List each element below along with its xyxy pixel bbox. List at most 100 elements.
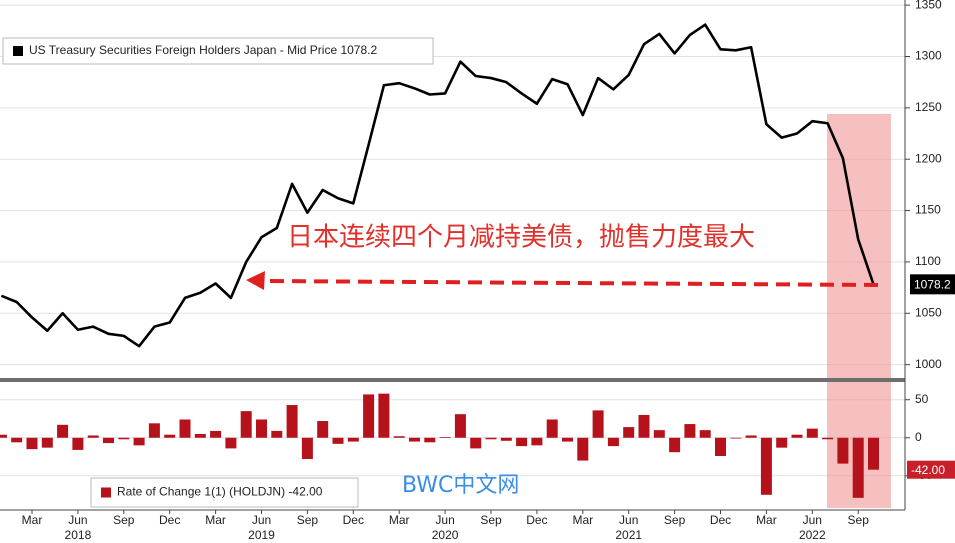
bar — [317, 421, 329, 438]
y-tick-label: 0 — [915, 430, 922, 444]
bar — [577, 437, 589, 461]
bar — [118, 437, 130, 440]
bar — [133, 437, 145, 446]
bar — [179, 419, 191, 438]
x-tick-label: Jun — [252, 513, 271, 527]
bar — [822, 437, 834, 440]
bar — [57, 424, 69, 438]
x-year-label: 2018 — [65, 528, 92, 542]
x-tick-label: Sep — [848, 513, 870, 527]
bar — [715, 437, 726, 457]
y-tick-label: 1350 — [915, 0, 942, 11]
x-tick-label: Mar — [22, 513, 43, 527]
bar — [592, 410, 604, 438]
bar — [638, 414, 650, 438]
bar — [378, 393, 390, 438]
x-year-label: 2019 — [248, 528, 275, 542]
bar — [852, 437, 864, 498]
bar — [347, 437, 359, 442]
bar — [868, 437, 879, 470]
x-tick-label: Mar — [389, 513, 410, 527]
bar — [669, 437, 681, 453]
bar — [546, 419, 558, 438]
bar — [256, 419, 267, 438]
x-tick-label: Dec — [710, 513, 731, 527]
x-tick-label: Mar — [205, 513, 226, 527]
bar — [409, 437, 420, 442]
legend-box — [90, 477, 359, 508]
bar — [562, 437, 573, 442]
x-tick-label: Jun — [68, 513, 87, 527]
last-value-label: -42.00 — [911, 463, 945, 477]
bar — [194, 433, 206, 438]
x-tick-label: Dec — [159, 513, 180, 527]
bar — [424, 437, 436, 443]
bar — [454, 414, 466, 438]
x-tick-label: Sep — [664, 513, 686, 527]
last-value-tag — [907, 460, 955, 479]
bar — [837, 437, 849, 464]
x-year-label: 2021 — [615, 528, 642, 542]
bar — [653, 430, 665, 438]
x-tick-label: Sep — [113, 513, 135, 527]
arrow-head — [246, 271, 265, 290]
watermark: BWC中文网 — [402, 473, 519, 498]
y-tick-label: 1250 — [915, 100, 942, 114]
x-year-label: 2020 — [432, 528, 459, 542]
bar — [332, 437, 344, 444]
y-tick-label: 1200 — [915, 151, 942, 165]
line — [0, 23, 875, 348]
x-tick-label: Sep — [480, 513, 502, 527]
y-tick-label: 1150 — [915, 203, 941, 217]
last-value-tag — [910, 274, 955, 295]
x-tick-label: Jun — [435, 513, 454, 527]
x-tick-label: Sep — [297, 513, 319, 527]
annotation: 日本连续四个月减持美债，抛售力度最大 — [287, 223, 755, 253]
bar — [760, 437, 772, 495]
bar — [301, 437, 313, 460]
bar — [439, 436, 451, 438]
panel-separator — [0, 378, 905, 382]
bar — [0, 434, 7, 438]
bar — [531, 437, 543, 446]
bar — [210, 430, 222, 438]
x-year-label: 2022 — [799, 528, 826, 542]
bar — [730, 437, 742, 439]
bar — [11, 437, 23, 443]
x-tick-label: Jun — [619, 513, 638, 527]
bar — [745, 435, 757, 438]
legend-marker — [13, 46, 23, 56]
legend-box — [2, 37, 434, 65]
y-tick-label: 1100 — [915, 254, 941, 268]
x-tick-label: Mar — [756, 513, 777, 527]
bar — [516, 437, 528, 447]
legend-label: Rate of Change 1(1) (HOLDJN) -42.00 — [117, 485, 323, 499]
x-tick-label: Mar — [572, 513, 593, 527]
bar — [72, 437, 84, 450]
x-tick-label: Jun — [803, 513, 822, 527]
bar — [699, 430, 711, 438]
bar — [791, 434, 803, 438]
bar — [271, 430, 283, 438]
bar — [623, 427, 635, 438]
y-tick-label: 1000 — [915, 357, 942, 371]
bar — [26, 437, 38, 450]
last-value-label: 1078.2 — [914, 277, 951, 291]
bar — [485, 437, 497, 440]
annotation-arrow — [263, 279, 879, 287]
overlay-layer: 1078.2 US Treasury Securities Foreign Hol… — [2, 37, 955, 542]
bar — [470, 437, 482, 449]
legend-label: US Treasury Securities Foreign Holders J… — [29, 43, 377, 57]
bar — [500, 437, 512, 441]
data-layer — [0, 23, 879, 498]
bar — [393, 436, 405, 438]
bar — [363, 394, 375, 438]
bar — [41, 437, 53, 448]
bar — [240, 411, 252, 438]
legend-marker — [101, 487, 111, 498]
bar — [148, 423, 160, 438]
bar — [286, 405, 298, 438]
bar — [164, 434, 176, 438]
